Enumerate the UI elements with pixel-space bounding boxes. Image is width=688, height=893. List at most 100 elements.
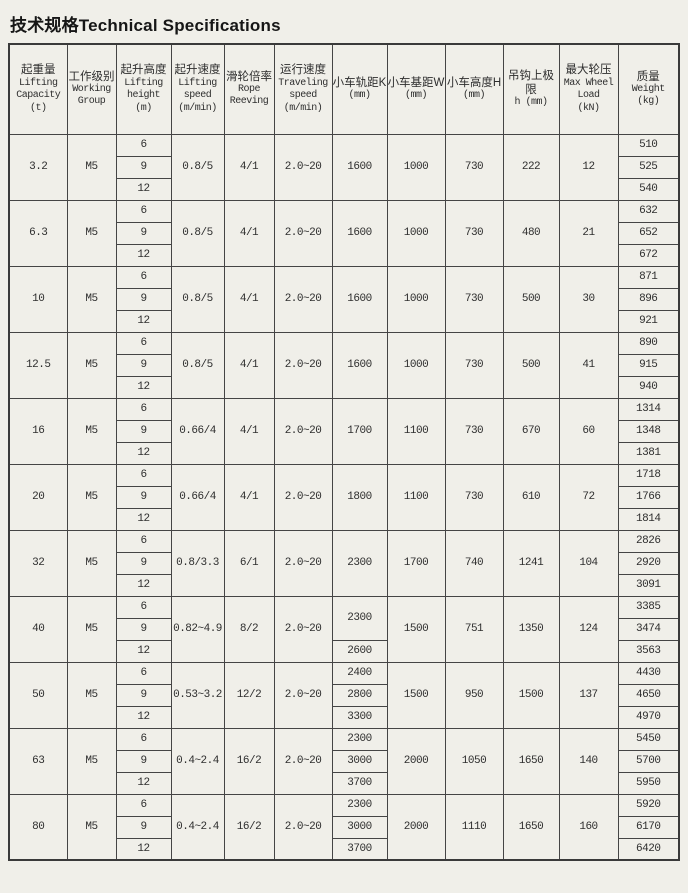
cell-trolley-height: 740: [444, 529, 504, 597]
cell-hook-limit: 610: [502, 463, 560, 531]
table-row: 12 2600 3563: [9, 639, 680, 663]
cell-lifting-height: 6: [115, 199, 172, 223]
cell-working-group: M5: [66, 727, 117, 795]
cell-hook-limit: 500: [502, 265, 560, 333]
cell-track-gauge: 3000: [331, 749, 388, 773]
cell-max-wheel-load: 140: [558, 727, 619, 795]
cell-rope-reeving: 12/2: [223, 661, 275, 729]
cell-max-wheel-load: 12: [558, 133, 619, 201]
cell-wheel-base: 1000: [386, 133, 446, 201]
cell-trolley-height: 730: [444, 199, 504, 267]
cell-lifting-height: 6: [115, 133, 172, 157]
cell-weight: 1718: [617, 463, 680, 487]
cell-wheel-base: 2000: [386, 727, 446, 795]
cell-lifting-height: 9: [115, 749, 172, 773]
cell-lifting-height: 9: [115, 353, 172, 377]
cell-rope-reeving: 4/1: [223, 397, 275, 465]
cell-trolley-height: 1050: [444, 727, 504, 795]
cell-capacity: 40: [8, 595, 68, 663]
cell-track-gauge: 2800: [331, 683, 388, 707]
table-row: 12 1814: [9, 507, 680, 531]
cell-weight: 1814: [617, 507, 680, 531]
cell-wheel-base: 1500: [386, 661, 446, 729]
cell-hook-limit: 1500: [502, 661, 560, 729]
col-header-weight: 质量 Weight (kg): [617, 43, 680, 135]
cell-weight: 3474: [617, 617, 680, 641]
cell-weight: 6420: [617, 837, 680, 861]
cell-rope-reeving: 16/2: [223, 727, 275, 795]
cell-track-gauge: 1600: [331, 199, 388, 267]
cell-track-gauge: 1800: [331, 463, 388, 531]
cell-wheel-base: 1000: [386, 331, 446, 399]
cell-track-gauge: 3000: [331, 815, 388, 839]
table-row: 12 940: [9, 375, 680, 399]
cell-wheel-base: 1500: [386, 595, 446, 663]
cell-weight: 1314: [617, 397, 680, 421]
cell-lifting-speed: 0.4~2.4: [170, 727, 225, 795]
cell-lifting-height: 12: [115, 837, 172, 861]
table-row: 6.3 M5 6 0.8/5 4/1 2.0~20 1600 1000 730 480 21 632: [8, 199, 680, 267]
table-row: 20 M5 6 0.66/4 4/1 2.0~20 1800 1100 730 610 72 1718: [8, 463, 680, 531]
page-title: 技术规格Technical Specifications: [10, 16, 281, 35]
cell-max-wheel-load: 137: [558, 661, 619, 729]
cell-weight: 525: [617, 155, 680, 179]
table-row: 3.2 M5 6 0.8/5 4/1 2.0~20 1600 1000 730 222 12 510: [8, 133, 680, 201]
cell-traveling-speed: 2.0~20: [273, 529, 333, 597]
cell-weight: 871: [617, 265, 680, 289]
table-row: 12.5 M5 6 0.8/5 4/1 2.0~20 1600 1000 730 500 41 890: [8, 331, 680, 399]
cell-trolley-height: 730: [444, 265, 504, 333]
cell-traveling-speed: 2.0~20: [273, 727, 333, 795]
cell-wheel-base: 1100: [386, 463, 446, 531]
col-header-hook-limit: 吊钩上极限 h (mm): [502, 43, 560, 135]
table-row: 9 2800 4650: [9, 683, 680, 707]
cell-lifting-height: 6: [115, 463, 172, 487]
header-row: 起重量 Lifting Capacity (t) 工作级别 Working Group 起升高…: [8, 43, 680, 135]
cell-lifting-height: 9: [115, 419, 172, 443]
cell-lifting-height: 6: [115, 727, 172, 751]
cell-rope-reeving: 4/1: [223, 265, 275, 333]
table-row: 12 1381: [9, 441, 680, 465]
cell-working-group: M5: [66, 661, 117, 729]
cell-rope-reeving: 4/1: [223, 331, 275, 399]
cell-traveling-speed: 2.0~20: [273, 133, 333, 201]
cell-track-gauge: 3700: [331, 771, 388, 795]
table-row: 32 M5 6 0.8/3.3 6/1 2.0~20 2300 1700 740 1241 104 2…: [8, 529, 680, 597]
table-row: 12 3700 6420: [9, 837, 680, 861]
cell-track-gauge: 1600: [331, 331, 388, 399]
cell-max-wheel-load: 60: [558, 397, 619, 465]
table-row: 12 3091: [9, 573, 680, 597]
table-row: 80 M5 6 0.4~2.4 16/2 2.0~20 2300 2000 1110 1650 16…: [8, 793, 680, 861]
cell-track-gauge: 1600: [331, 265, 388, 333]
cell-weight: 1766: [617, 485, 680, 509]
cell-trolley-height: 730: [444, 331, 504, 399]
cell-capacity: 20: [8, 463, 68, 531]
cell-lifting-height: 12: [115, 507, 172, 531]
cell-track-gauge: 2400: [331, 661, 388, 685]
table-row: 10 M5 6 0.8/5 4/1 2.0~20 1600 1000 730 500 30 871: [8, 265, 680, 333]
cell-wheel-base: 1000: [386, 265, 446, 333]
cell-capacity: 32: [8, 529, 68, 597]
cell-lifting-speed: 0.8/3.3: [170, 529, 225, 597]
cell-lifting-speed: 0.4~2.4: [170, 793, 225, 861]
cell-trolley-height: 1110: [444, 793, 504, 861]
cell-lifting-height: 9: [115, 683, 172, 707]
cell-track-gauge: 2300: [331, 727, 388, 751]
cell-capacity: 16: [8, 397, 68, 465]
table-row: 9 525: [9, 155, 680, 179]
cell-weight: 540: [617, 177, 680, 201]
cell-weight: 652: [617, 221, 680, 245]
cell-max-wheel-load: 41: [558, 331, 619, 399]
col-header-rope-reeving: 滑轮倍率 Rope Reeving: [223, 43, 275, 135]
cell-track-gauge: 1700: [331, 397, 388, 465]
cell-trolley-height: 730: [444, 463, 504, 531]
cell-lifting-height: 12: [115, 573, 172, 597]
table-row: 9 3474: [9, 617, 680, 641]
cell-lifting-height: 9: [115, 221, 172, 245]
cell-weight: 921: [617, 309, 680, 333]
cell-max-wheel-load: 160: [558, 793, 619, 861]
cell-lifting-speed: 0.66/4: [170, 463, 225, 531]
cell-capacity: 63: [8, 727, 68, 795]
cell-rope-reeving: 4/1: [223, 133, 275, 201]
cell-traveling-speed: 2.0~20: [273, 661, 333, 729]
